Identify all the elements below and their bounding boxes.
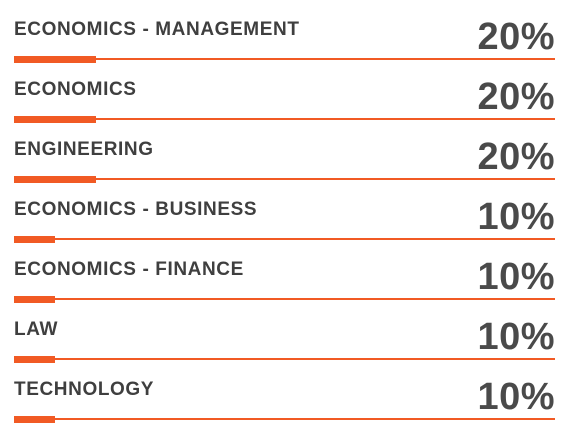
bar-track — [14, 296, 555, 303]
category-label: ENGINEERING — [14, 139, 154, 160]
bar-fill — [14, 56, 96, 63]
category-label: ECONOMICS - FINANCE — [14, 259, 244, 280]
chart-row: TECHNOLOGY 10% — [14, 360, 555, 423]
chart-row: ENGINEERING 20% — [14, 120, 555, 183]
chart-row: ECONOMICS - MANAGEMENT 20% — [14, 0, 555, 63]
chart-row: ECONOMICS - FINANCE 10% — [14, 240, 555, 303]
value-label: 20% — [477, 16, 555, 58]
category-label: ECONOMICS - MANAGEMENT — [14, 19, 300, 40]
chart-row: ECONOMICS 20% — [14, 60, 555, 123]
bar-fill — [14, 296, 55, 303]
value-label: 10% — [477, 256, 555, 298]
bar-fill — [14, 416, 55, 423]
bar-track — [14, 116, 555, 123]
bar-fill — [14, 116, 96, 123]
value-label: 10% — [477, 196, 555, 238]
value-label: 10% — [477, 376, 555, 418]
value-label: 20% — [477, 76, 555, 118]
category-label: LAW — [14, 319, 59, 340]
bar-fill — [14, 176, 96, 183]
bar-fill — [14, 236, 55, 243]
chart-row: ECONOMICS - BUSINESS 10% — [14, 180, 555, 243]
bar-track — [14, 416, 555, 423]
bar-track — [14, 56, 555, 63]
chart-row: LAW 10% — [14, 300, 555, 363]
percentage-bar-chart: ECONOMICS - MANAGEMENT 20% ECONOMICS 20% ENG… — [14, 0, 555, 446]
category-label: TECHNOLOGY — [14, 379, 155, 400]
bar-track — [14, 236, 555, 243]
category-label: ECONOMICS — [14, 79, 137, 100]
bar-track — [14, 356, 555, 363]
value-label: 20% — [477, 136, 555, 178]
value-label: 10% — [477, 316, 555, 358]
bar-track — [14, 176, 555, 183]
bar-fill — [14, 356, 55, 363]
category-label: ECONOMICS - BUSINESS — [14, 199, 258, 220]
